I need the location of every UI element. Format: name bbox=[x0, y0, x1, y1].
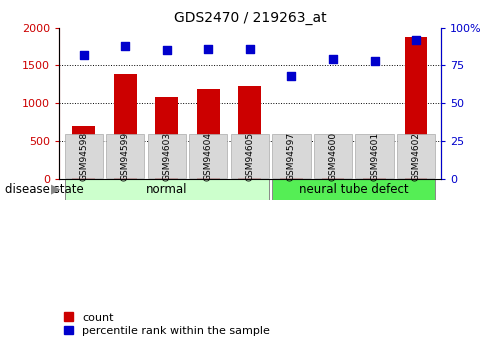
Text: GSM94602: GSM94602 bbox=[412, 131, 420, 181]
FancyBboxPatch shape bbox=[272, 134, 311, 178]
FancyBboxPatch shape bbox=[272, 179, 435, 200]
FancyBboxPatch shape bbox=[231, 134, 269, 178]
FancyBboxPatch shape bbox=[314, 134, 352, 178]
Point bbox=[163, 48, 171, 53]
FancyBboxPatch shape bbox=[65, 179, 269, 200]
Point bbox=[412, 37, 420, 42]
Text: ▶: ▶ bbox=[51, 183, 61, 196]
FancyBboxPatch shape bbox=[397, 134, 435, 178]
FancyBboxPatch shape bbox=[147, 134, 186, 178]
Text: GSM94597: GSM94597 bbox=[287, 131, 296, 181]
Bar bbox=[321, 137, 344, 179]
Point bbox=[80, 52, 88, 58]
Bar bbox=[405, 37, 427, 179]
FancyBboxPatch shape bbox=[65, 134, 103, 178]
Text: GSM94599: GSM94599 bbox=[121, 131, 130, 181]
Point bbox=[122, 43, 129, 48]
Text: neural tube defect: neural tube defect bbox=[299, 183, 409, 196]
Point bbox=[204, 46, 212, 51]
Text: normal: normal bbox=[146, 183, 188, 196]
Bar bbox=[155, 97, 178, 179]
Bar bbox=[363, 136, 386, 179]
Text: disease state: disease state bbox=[5, 183, 84, 196]
FancyBboxPatch shape bbox=[189, 134, 227, 178]
Point bbox=[370, 58, 378, 63]
Bar bbox=[73, 126, 95, 179]
Legend: count, percentile rank within the sample: count, percentile rank within the sample bbox=[64, 313, 270, 336]
FancyBboxPatch shape bbox=[355, 134, 393, 178]
Point bbox=[246, 46, 254, 51]
FancyBboxPatch shape bbox=[106, 134, 145, 178]
Point bbox=[288, 73, 295, 79]
Text: GSM94603: GSM94603 bbox=[162, 131, 171, 181]
Title: GDS2470 / 219263_at: GDS2470 / 219263_at bbox=[173, 11, 326, 25]
Text: GSM94604: GSM94604 bbox=[204, 131, 213, 181]
Text: GSM94600: GSM94600 bbox=[328, 131, 338, 181]
Text: GSM94598: GSM94598 bbox=[79, 131, 88, 181]
Text: GSM94601: GSM94601 bbox=[370, 131, 379, 181]
Bar bbox=[280, 155, 303, 179]
Point bbox=[329, 57, 337, 62]
Bar bbox=[197, 89, 220, 179]
Bar bbox=[114, 75, 137, 179]
Bar bbox=[239, 87, 261, 179]
Text: GSM94605: GSM94605 bbox=[245, 131, 254, 181]
